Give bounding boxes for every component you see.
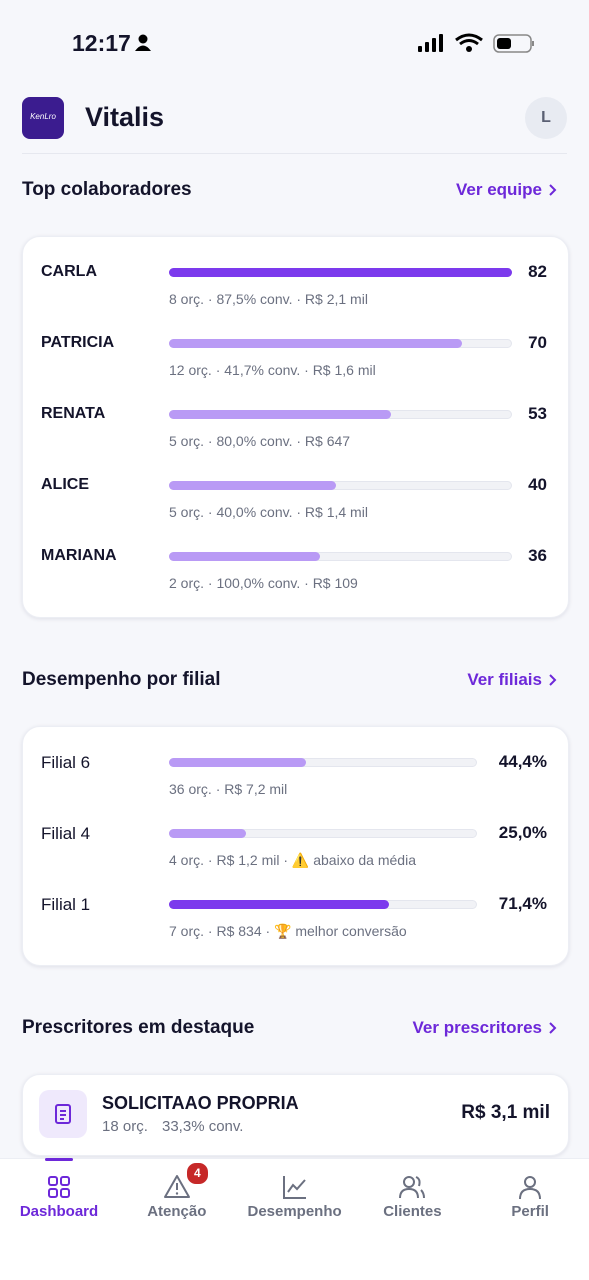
status-icons [135,34,151,51]
prescriber-orders: 18 orç. [102,1118,148,1135]
score: 70 [528,333,547,352]
section-title: Top colaboradores [22,179,192,200]
progress-bar [169,552,320,561]
section-title: Desempenho por filial [22,669,221,690]
avatar[interactable]: L [525,97,567,139]
collaborator-name: CARLA [41,263,97,280]
chevron [549,184,557,196]
collaborator-name: MARIANA [41,547,117,564]
collaborator-details: 12 orç. · 41,7% conv. · R$ 1,6 mil [169,362,376,378]
nav-icon[interactable] [46,1174,72,1200]
prescriber-conversion: 33,3% conv. [162,1118,244,1135]
score: 82 [528,262,547,281]
section-link[interactable]: Ver prescritores [412,1018,542,1037]
score: 40 [528,475,547,494]
nav-label[interactable]: Desempenho [247,1203,342,1220]
logo [22,97,64,139]
prescriber-card[interactable] [22,1074,569,1156]
status-indicators [418,33,534,53]
branch-name: Filial 6 [41,753,91,772]
section-title: Prescritores em destaque [22,1017,255,1038]
branch-details: 4 orç. · R$ 1,2 mil · ⚠️ abaixo da média [169,852,416,868]
active-indicator [45,1158,73,1161]
progress-bar [169,900,389,909]
branch-rate: 44,4% [498,752,547,771]
divider [22,153,567,154]
collaborator-details: 2 orç. · 100,0% conv. · R$ 109 [169,575,358,591]
score: 36 [528,546,547,565]
nav-label[interactable]: Dashboard [19,1203,99,1220]
nav-icon[interactable] [163,1174,190,1200]
progress-bar [169,758,306,767]
prescriber-icon [55,1104,71,1124]
nav-icon[interactable] [282,1174,308,1200]
app-title: Vitalis [85,102,165,132]
nav-icon[interactable] [399,1174,426,1200]
section-link[interactable]: Ver equipe [456,180,542,199]
collaborator-details: 5 orç. · 40,0% conv. · R$ 1,4 mil [169,504,368,520]
nav-badge: 4 [184,1161,210,1186]
chevron [549,1022,557,1034]
bottom-nav [0,1158,589,1280]
nav-label[interactable]: Atenção [147,1203,207,1220]
branch-rate: 71,4% [498,894,547,913]
branch-details: 36 orç. · R$ 7,2 mil [169,781,288,797]
progress-bar [169,481,337,490]
progress-bar [169,410,391,419]
logo-text: KenLro [30,112,56,121]
collaborator-name: ALICE [41,476,89,493]
collaborator-details: 5 orç. · 80,0% conv. · R$ 647 [169,433,351,449]
collaborator-details: 8 orç. · 87,5% conv. · R$ 2,1 mil [169,291,368,307]
score: 53 [528,404,547,423]
collaborator-name: RENATA [41,405,106,422]
branch-name: Filial 1 [41,895,91,914]
branch-details: 7 orç. · R$ 834 · 🏆 melhor conversão [169,923,407,939]
progress-bar [169,268,512,277]
prescriber-name: SOLICITAAO PROPRIA [102,1093,299,1113]
chevron [549,674,557,686]
progress-bar [169,339,462,348]
prescriber-amount: R$ 3,1 mil [461,1102,550,1123]
progress-bar [169,829,246,838]
collaborator-name: PATRICIA [41,334,115,351]
nav-label[interactable]: Clientes [383,1203,442,1220]
status-time: 12:17 [72,30,131,56]
branch-name: Filial 4 [41,824,91,843]
section-link[interactable]: Ver filiais [467,670,542,689]
nav-icon[interactable] [517,1174,543,1200]
branch-rate: 25,0% [498,823,547,842]
nav-label[interactable]: Perfil [511,1203,549,1220]
